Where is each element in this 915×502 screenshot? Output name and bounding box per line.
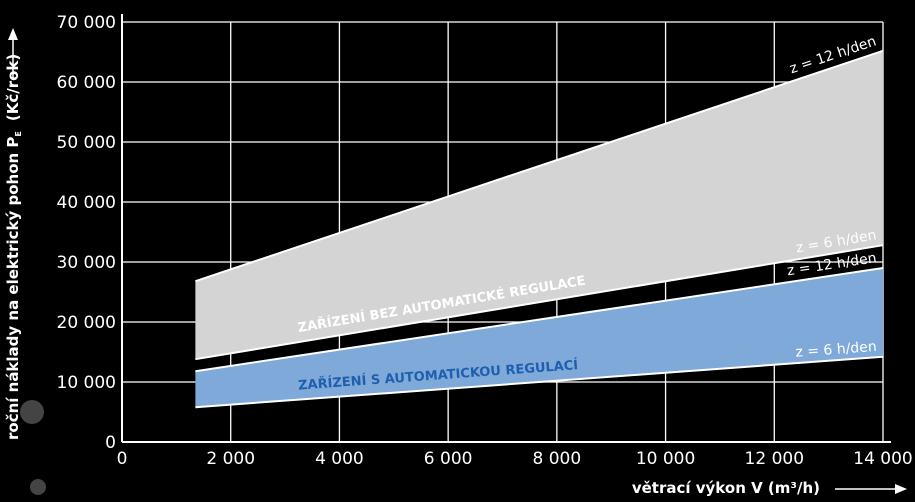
y-tick-label: 70 000 [57, 13, 116, 33]
y-tick-label: 30 000 [57, 253, 116, 273]
band-edge [195, 267, 884, 373]
y-tick-label: 10 000 [57, 373, 116, 393]
x-tick-label: 10 000 [636, 449, 695, 469]
x-arrow-head [895, 484, 907, 494]
x-tick-label: 2 000 [206, 449, 255, 469]
y-tick-label: 20 000 [57, 313, 116, 333]
y-label-unit: (Kč/rok) [4, 54, 22, 121]
band-area [195, 50, 883, 360]
x-tick-label: 14 000 [853, 449, 912, 469]
y-label-sub: E [14, 131, 23, 136]
y-axis-label: roční náklady na elektrický pohon PE (Kč/… [4, 54, 23, 440]
y-label-text: roční náklady na elektrický pohon P [4, 137, 22, 440]
edge-label: z = 6 h/den [795, 339, 877, 361]
x-tick-label: 6 000 [424, 449, 473, 469]
band-edge [195, 49, 884, 283]
band-area [195, 268, 883, 408]
y-arrow-head [8, 28, 18, 40]
bands [195, 49, 884, 409]
decoration [30, 479, 46, 495]
plot: 0 2 000 4 000 6 000 8 000 10 000 12 000 14 000 0… [57, 13, 913, 469]
x-tick-label: 8 000 [533, 449, 582, 469]
x-axis-label: větrací výkon V (m³/h) [632, 479, 820, 497]
y-tick-label: 60 000 [57, 73, 116, 93]
x-tick-label: 4 000 [315, 449, 364, 469]
x-tick-label: 12 000 [745, 449, 804, 469]
y-tick-label: 0 [105, 433, 116, 453]
y-tick-label: 50 000 [57, 133, 116, 153]
band-edge [195, 244, 884, 361]
x-tick-label: 0 [117, 449, 128, 469]
band-edge [195, 355, 884, 409]
decoration [20, 400, 44, 424]
y-tick-label: 40 000 [57, 193, 116, 213]
